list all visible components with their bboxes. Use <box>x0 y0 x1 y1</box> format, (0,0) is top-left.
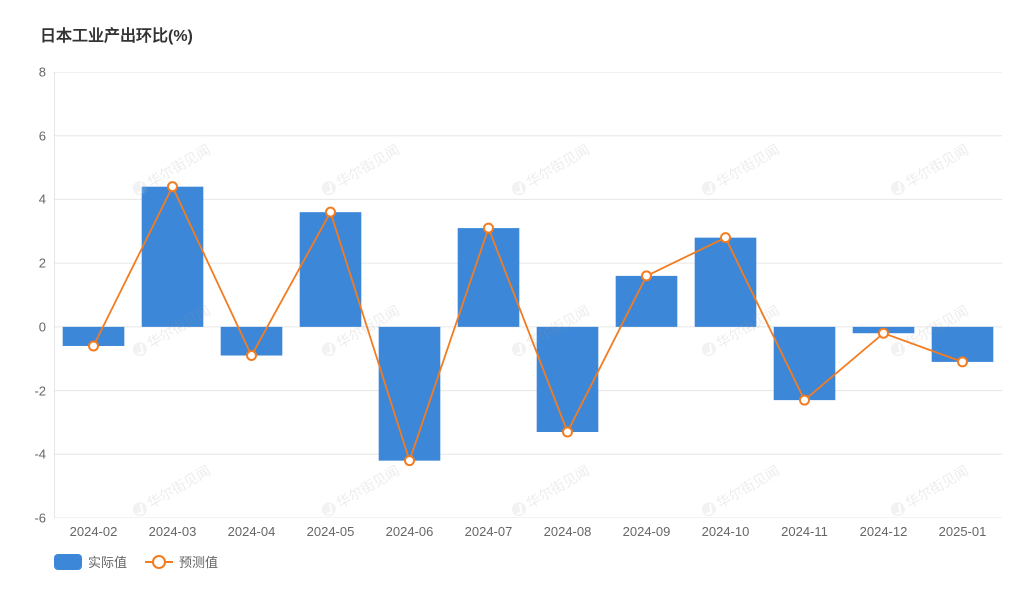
y-tick-label: 4 <box>16 192 46 207</box>
forecast-marker <box>89 341 98 350</box>
chart-title: 日本工业产出环比(%) <box>40 22 193 46</box>
x-tick-label: 2024-07 <box>465 524 513 539</box>
x-tick-label: 2024-03 <box>149 524 197 539</box>
x-tick-label: 2024-05 <box>307 524 355 539</box>
y-tick-label: -6 <box>16 511 46 526</box>
forecast-marker <box>958 357 967 366</box>
bar <box>142 187 204 327</box>
x-tick-label: 2024-04 <box>228 524 276 539</box>
forecast-line <box>94 187 963 461</box>
legend-item-actual: 实际值 <box>54 552 127 571</box>
forecast-marker <box>326 208 335 217</box>
bar-swatch-icon <box>54 554 82 570</box>
forecast-marker <box>484 224 493 233</box>
forecast-marker <box>721 233 730 242</box>
chart-container: 日本工业产出环比(%) -6 -4 -2 0 2 4 6 8 2024-02 2024-03 20… <box>0 0 1024 590</box>
x-tick-label: 2024-06 <box>386 524 434 539</box>
forecast-marker <box>405 456 414 465</box>
chart-plot-area <box>54 72 1002 518</box>
bar <box>774 327 836 400</box>
bar <box>537 327 599 432</box>
legend-label-actual: 实际值 <box>88 552 127 571</box>
y-tick-label: 6 <box>16 128 46 143</box>
x-tick-label: 2024-02 <box>70 524 118 539</box>
forecast-marker <box>563 427 572 436</box>
forecast-marker <box>168 182 177 191</box>
line-marker-swatch-icon <box>145 561 173 563</box>
x-tick-label: 2024-12 <box>860 524 908 539</box>
forecast-marker <box>879 329 888 338</box>
legend-label-forecast: 预测值 <box>179 552 218 571</box>
x-tick-label: 2025-01 <box>939 524 987 539</box>
bar <box>300 212 362 327</box>
y-tick-label: -2 <box>16 383 46 398</box>
y-tick-label: 2 <box>16 256 46 271</box>
x-tick-label: 2024-09 <box>623 524 671 539</box>
x-tick-label: 2024-10 <box>702 524 750 539</box>
chart-legend: 实际值 预测值 <box>54 552 218 571</box>
legend-item-forecast: 预测值 <box>145 552 218 571</box>
y-tick-label: 0 <box>16 319 46 334</box>
y-tick-label: -4 <box>16 447 46 462</box>
forecast-marker <box>247 351 256 360</box>
forecast-marker <box>642 271 651 280</box>
x-tick-label: 2024-08 <box>544 524 592 539</box>
x-tick-label: 2024-11 <box>781 524 828 539</box>
bar <box>458 228 520 327</box>
y-tick-label: 8 <box>16 65 46 80</box>
forecast-marker <box>800 396 809 405</box>
